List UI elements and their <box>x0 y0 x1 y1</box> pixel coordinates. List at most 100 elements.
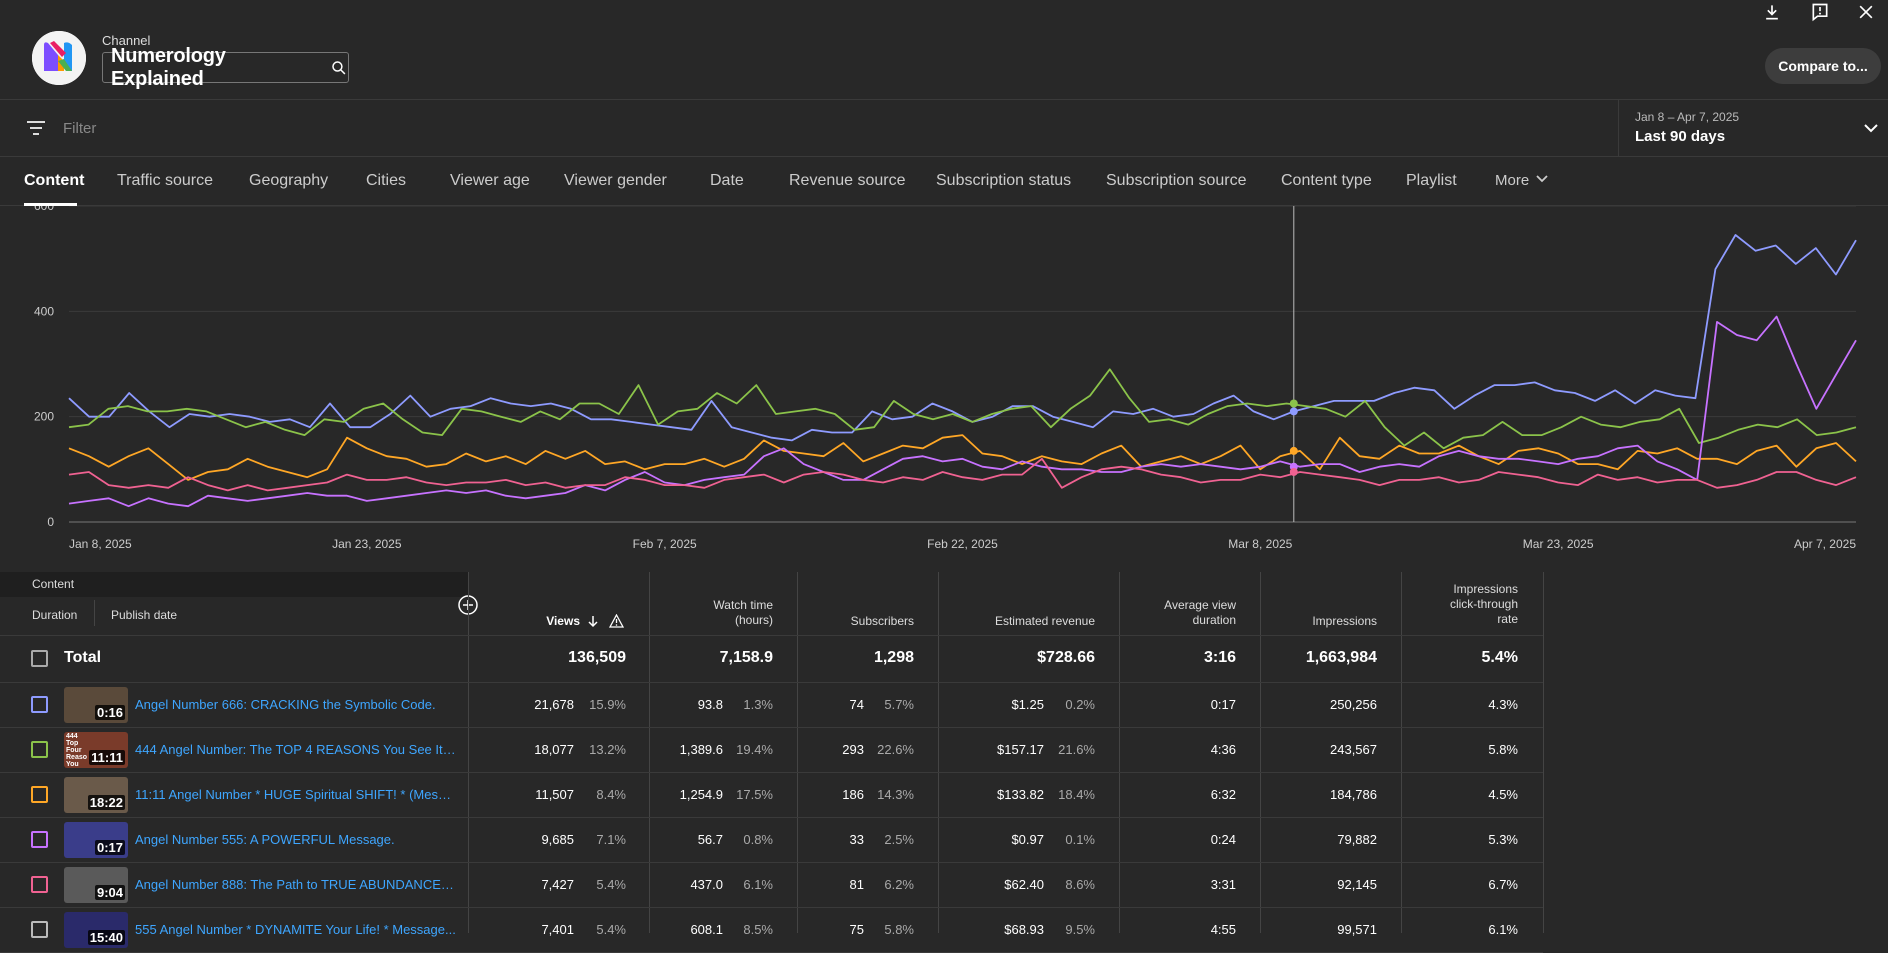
filter-input[interactable]: Filter <box>63 120 97 137</box>
header-ctr[interactable]: Impressions click-through rate <box>1402 582 1518 627</box>
row-checkbox[interactable] <box>31 741 48 758</box>
tab-date[interactable]: Date <box>710 172 744 189</box>
cell-impressions: 99,571 <box>1337 922 1377 937</box>
cell-ctr: 4.3% <box>1488 697 1518 712</box>
hover-point <box>1289 399 1298 408</box>
total-checkbox[interactable] <box>31 650 48 667</box>
cell-revenue: $1.25 <box>1011 697 1044 712</box>
header-impressions[interactable]: Impressions <box>1312 614 1377 628</box>
header-watch-time[interactable]: Watch time (hours) <box>650 598 773 628</box>
tab-subscription-source[interactable]: Subscription source <box>1106 172 1247 189</box>
video-thumbnail[interactable]: 0:17 <box>64 822 128 858</box>
tab-content-type[interactable]: Content type <box>1281 172 1372 189</box>
cell-watch-time-pct: 17.5% <box>736 787 773 802</box>
column-separator <box>1260 572 1261 933</box>
close-icon[interactable] <box>1856 2 1876 22</box>
video-thumbnail[interactable]: 0:16 <box>64 687 128 723</box>
x-tick-label: Jan 23, 2025 <box>332 537 402 551</box>
video-thumbnail[interactable]: 18:22 <box>64 777 128 813</box>
header-revenue[interactable]: Estimated revenue <box>994 614 1095 628</box>
y-tick-label: 0 <box>47 515 54 529</box>
column-separator <box>938 572 939 933</box>
cell-watch-time-pct: 1.3% <box>743 697 773 712</box>
row-checkbox[interactable] <box>31 831 48 848</box>
tab-subscription-status[interactable]: Subscription status <box>936 172 1072 189</box>
cell-ctr: 6.1% <box>1488 922 1518 937</box>
cell-revenue-pct: 0.1% <box>1065 832 1095 847</box>
header-ctr-line1: Impressions <box>1453 582 1518 596</box>
column-separator <box>1119 572 1120 933</box>
compare-button[interactable]: Compare to... <box>1765 48 1881 84</box>
channel-logo[interactable] <box>32 31 86 85</box>
date-range-picker[interactable]: Jan 8 – Apr 7, 2025 Last 90 days <box>1618 100 1888 157</box>
header-average-view-duration[interactable]: Average view duration <box>1120 598 1236 628</box>
cell-avd: 4:36 <box>1210 742 1236 757</box>
tab-viewer-age[interactable]: Viewer age <box>450 172 530 189</box>
video-title-link[interactable]: Angel Number 888: The Path to TRUE ABUND… <box>135 877 457 892</box>
content-table: Content Duration Publish date Views Watc… <box>0 572 1888 953</box>
header-subscribers[interactable]: Subscribers <box>850 614 914 628</box>
row-divider <box>0 635 1543 636</box>
total-revenue: $728.66 <box>1037 649 1095 666</box>
cell-subscribers: 81 <box>849 877 864 892</box>
tab-playlist[interactable]: Playlist <box>1406 172 1457 189</box>
cell-subscribers: 74 <box>849 697 864 712</box>
column-publish-date[interactable]: Publish date <box>111 608 178 622</box>
total-avd: 3:16 <box>1203 649 1236 666</box>
hover-point <box>1289 446 1298 455</box>
video-thumbnail[interactable]: 444 Top Four Reaso You See It11:11 <box>64 732 128 768</box>
channel-kicker-label: Channel <box>102 33 151 48</box>
row-checkbox[interactable] <box>31 696 48 713</box>
cell-watch-time: 608.1 <box>690 922 723 937</box>
cell-revenue-pct: 9.5% <box>1065 922 1095 937</box>
column-separator <box>1543 572 1544 933</box>
cell-subscribers: 75 <box>849 922 864 937</box>
search-icon[interactable] <box>330 59 348 77</box>
cell-revenue-pct: 0.2% <box>1065 697 1095 712</box>
row-checkbox[interactable] <box>31 786 48 803</box>
line-chart[interactable]: 0 200 400 600 Jan 8, 2025 Jan 23, 2025 Feb 7, … <box>0 199 1888 566</box>
video-title-link[interactable]: 555 Angel Number * DYNAMITE Your Life! *… <box>135 922 456 937</box>
series-line <box>68 234 1857 442</box>
tab-traffic-source[interactable]: Traffic source <box>117 172 214 189</box>
video-thumbnail[interactable]: 15:40 <box>64 912 128 948</box>
column-separator <box>1401 572 1402 933</box>
row-checkbox[interactable] <box>31 921 48 938</box>
cell-avd: 0:17 <box>1210 697 1236 712</box>
cell-watch-time: 1,389.6 <box>679 742 723 757</box>
cell-watch-time: 437.0 <box>690 877 723 892</box>
header-views[interactable]: Views <box>546 614 580 628</box>
cell-views: 21,678 <box>534 697 574 712</box>
row-divider <box>0 772 1543 773</box>
tab-revenue-source[interactable]: Revenue source <box>789 172 906 189</box>
video-duration: 0:17 <box>94 840 125 855</box>
tab-more[interactable]: More <box>1495 172 1549 189</box>
y-tick-label: 600 <box>34 206 54 213</box>
download-icon[interactable] <box>1762 2 1782 22</box>
filter-icon[interactable] <box>26 120 46 136</box>
total-watch-time: 7,158.9 <box>719 649 773 666</box>
video-thumbnail[interactable]: 9:04 <box>64 867 128 903</box>
channel-logo-icon <box>32 31 86 85</box>
column-duration[interactable]: Duration <box>32 608 78 622</box>
row-checkbox[interactable] <box>31 876 48 893</box>
video-title-link[interactable]: Angel Number 666: CRACKING the Symbolic … <box>135 697 436 712</box>
cell-ctr: 6.7% <box>1488 877 1518 892</box>
sort-descending-icon[interactable] <box>586 614 600 628</box>
channel-selector[interactable]: Numerology Explained <box>102 45 349 90</box>
tab-cities[interactable]: Cities <box>366 172 407 189</box>
tab-content[interactable]: Content <box>24 172 85 189</box>
cell-impressions: 250,256 <box>1330 697 1377 712</box>
tab-viewer-gender[interactable]: Viewer gender <box>564 172 667 189</box>
header-avd-line2: duration <box>1192 613 1236 627</box>
header-watch-time-line1: Watch time <box>713 598 773 612</box>
warning-icon[interactable] <box>609 614 624 628</box>
series-line <box>68 434 1857 481</box>
video-duration: 0:16 <box>94 705 125 720</box>
video-title-link[interactable]: 11:11 Angel Number * HUGE Spiritual SHIF… <box>135 787 457 802</box>
video-title-link[interactable]: 444 Angel Number: The TOP 4 REASONS You … <box>135 742 457 757</box>
video-title-link[interactable]: Angel Number 555: A POWERFUL Message. <box>135 832 395 847</box>
feedback-icon[interactable] <box>1810 2 1830 22</box>
cell-revenue: $0.97 <box>1011 832 1044 847</box>
tab-geography[interactable]: Geography <box>249 172 329 189</box>
